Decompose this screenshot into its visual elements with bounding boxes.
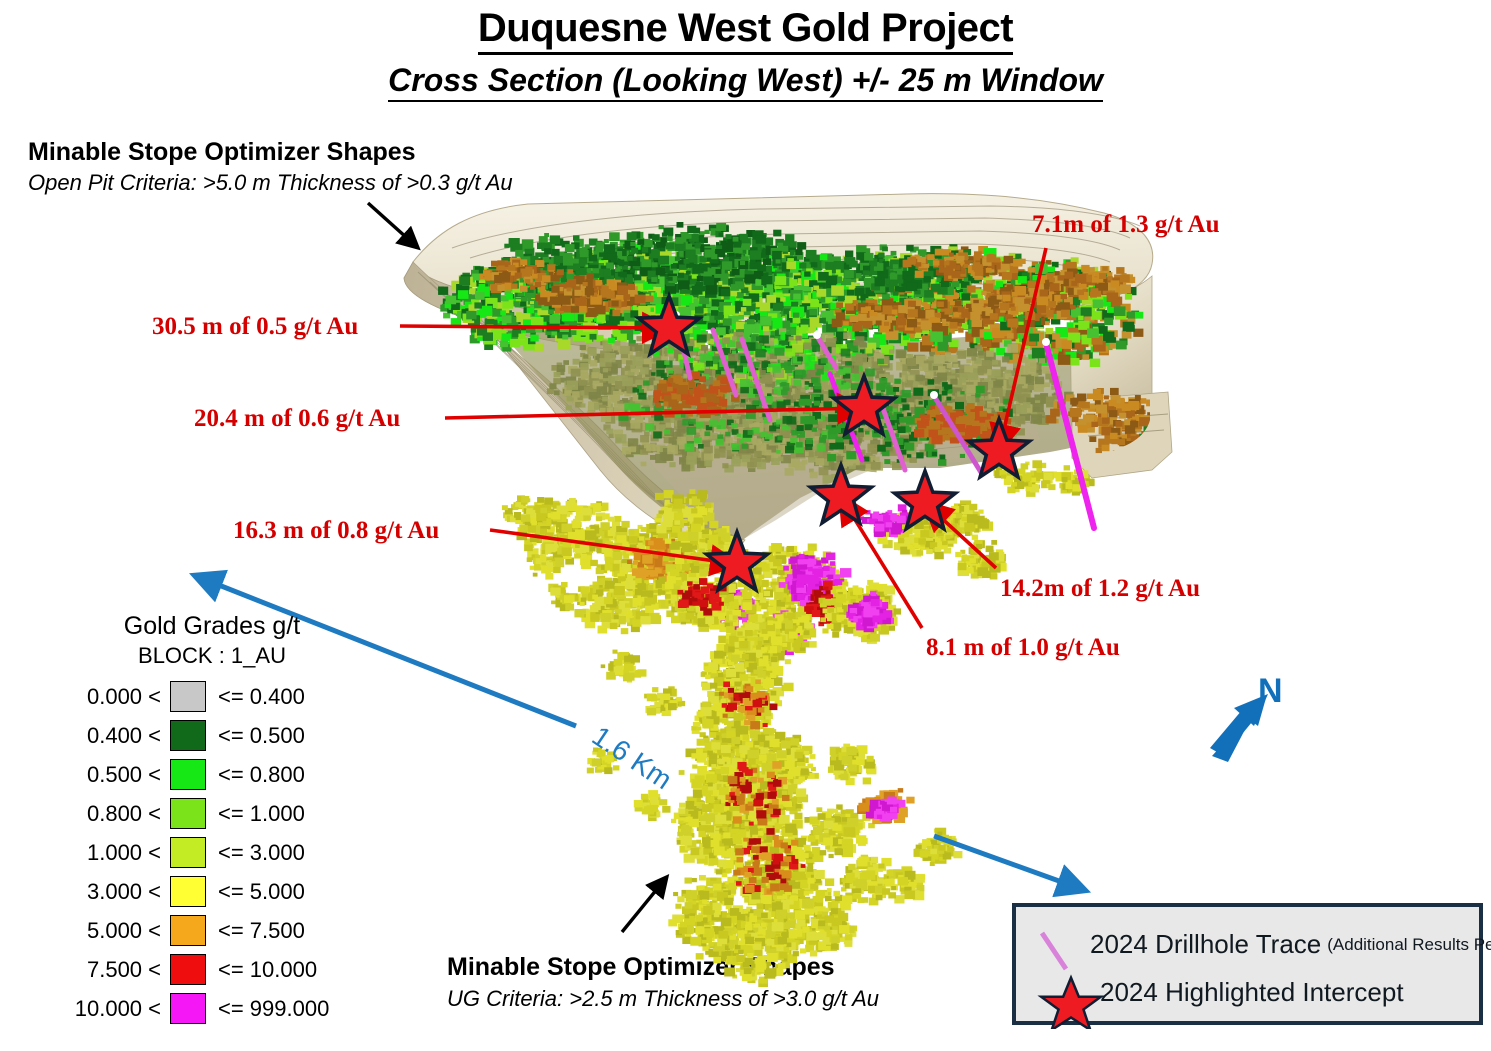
grade-legend-row: 3.000 < <= 5.000 — [62, 872, 362, 911]
grade-range-low: 0.800 < — [86, 800, 161, 826]
highlighted-intercept-star — [633, 290, 705, 358]
intercept-label: 20.4 m of 0.6 g/t Au — [194, 405, 401, 432]
callout-top-heading: Minable Stope Optimizer Shapes — [28, 138, 416, 166]
intercept-label: 14.2m of 1.2 g/t Au — [1000, 575, 1200, 602]
grade-legend-row: 0.400 < <= 0.500 — [62, 716, 362, 755]
page-subtitle: Cross Section (Looking West) +/- 25 m Wi… — [0, 62, 1491, 102]
highlighted-intercept-star — [805, 459, 877, 527]
grade-color-swatch — [170, 759, 206, 790]
pointer-arrow-underground — [620, 874, 670, 934]
highlighted-intercept-stars — [633, 290, 1035, 594]
legend-intercept-row: 2024 Highlighted Intercept — [1100, 977, 1404, 1008]
intercept-label: 16.3 m of 0.8 g/t Au — [233, 517, 440, 544]
grade-legend-row: 0.500 < <= 0.800 — [62, 755, 362, 794]
north-arrow-icon — [1210, 694, 1268, 762]
intercept-leader-line — [399, 311, 675, 344]
grade-range-low: 0.000 < — [86, 683, 161, 709]
grade-range-high: <= 5.000 — [218, 878, 305, 904]
grade-color-swatch — [170, 837, 206, 868]
grade-color-swatch — [170, 915, 206, 946]
grade-legend-row: 0.800 < <= 1.000 — [62, 794, 362, 833]
grade-color-swatch — [170, 798, 206, 829]
grade-color-swatch — [170, 993, 206, 1024]
grade-legend-title: Gold Grades g/t — [123, 612, 301, 640]
pointer-arrow-open-pit — [366, 201, 421, 251]
highlighted-intercept-star — [701, 526, 773, 594]
grade-color-swatch — [170, 720, 206, 751]
grade-range-high: <= 0.400 — [218, 683, 305, 709]
grade-legend-row: 7.500 < <= 10.000 — [62, 950, 362, 989]
grade-legend-row: 1.000 < <= 3.000 — [62, 833, 362, 872]
grade-range-high: <= 999.000 — [218, 995, 330, 1021]
legend-drillhole-row: 2024 Drillhole Trace (Additional Results… — [1090, 929, 1491, 960]
grade-range-low: 0.500 < — [86, 761, 161, 787]
intercept-leader-line — [444, 392, 870, 425]
grade-range-low: 5.000 < — [86, 917, 161, 943]
highlighted-intercept-star — [963, 413, 1035, 481]
scale-arrow-left — [189, 569, 577, 729]
grade-legend-row: 10.000 < <= 999.000 — [62, 989, 362, 1028]
grade-range-high: <= 3.000 — [218, 839, 305, 865]
legend-drillhole-label: 2024 Drillhole Trace — [1090, 929, 1322, 959]
grade-range-low: 0.400 < — [86, 722, 161, 748]
grade-range-high: <= 0.800 — [218, 761, 305, 787]
grade-range-high: <= 1.000 — [218, 800, 305, 826]
grade-range-low: 1.000 < — [86, 839, 161, 865]
highlighted-intercept-star — [828, 370, 900, 438]
intercept-label: 30.5 m of 0.5 g/t Au — [152, 313, 359, 340]
intercept-leader-line — [489, 528, 743, 577]
legend-intercept-label: 2024 Highlighted Intercept — [1100, 977, 1404, 1007]
callout-bottom-criteria: UG Criteria: >2.5 m Thickness of >3.0 g/… — [447, 986, 880, 1011]
grade-range-low: 10.000 < — [74, 995, 161, 1021]
grade-range-low: 7.500 < — [86, 956, 161, 982]
grade-range-high: <= 0.500 — [218, 722, 305, 748]
grade-range-low: 3.000 < — [86, 878, 161, 904]
north-label: N — [1258, 672, 1283, 710]
scale-arrow-right — [933, 833, 1092, 898]
highlighted-intercept-star — [889, 465, 961, 533]
map-legend-box: 2024 Drillhole Trace (Additional Results… — [1012, 903, 1491, 1029]
drillhole-traces — [672, 311, 1097, 531]
grade-legend-row: 5.000 < <= 7.500 — [62, 911, 362, 950]
callout-top-criteria: Open Pit Criteria: >5.0 m Thickness of >… — [28, 170, 513, 195]
gold-grade-legend: Gold Grades g/t BLOCK : 1_AU 0.000 < <= 0… — [62, 612, 362, 1028]
intercept-leader-line — [989, 247, 1048, 457]
intercept-label: 8.1 m of 1.0 g/t Au — [926, 634, 1120, 661]
grade-legend-row: 0.000 < <= 0.400 — [62, 677, 362, 716]
grade-range-high: <= 10.000 — [218, 956, 318, 982]
grade-color-swatch — [170, 876, 206, 907]
page-title: Duquesne West Gold Project — [0, 6, 1491, 55]
grade-range-high: <= 7.500 — [218, 917, 305, 943]
grade-color-swatch — [170, 681, 206, 712]
page-subtitle-text: Cross Section (Looking West) +/- 25 m Wi… — [388, 62, 1103, 102]
intercept-label: 7.1m of 1.3 g/t Au — [1032, 211, 1220, 238]
legend-drillhole-note: (Additional Results Pending) — [1327, 934, 1491, 954]
highlighted-intercept-star-icon — [1037, 974, 1105, 1029]
grade-legend-block: BLOCK : 1_AU — [138, 643, 286, 668]
drillhole-trace-swatch-icon — [1039, 931, 1069, 971]
grade-color-swatch — [170, 954, 206, 985]
ore-blocks-underground — [501, 460, 1095, 988]
page-title-text: Duquesne West Gold Project — [477, 6, 1014, 55]
